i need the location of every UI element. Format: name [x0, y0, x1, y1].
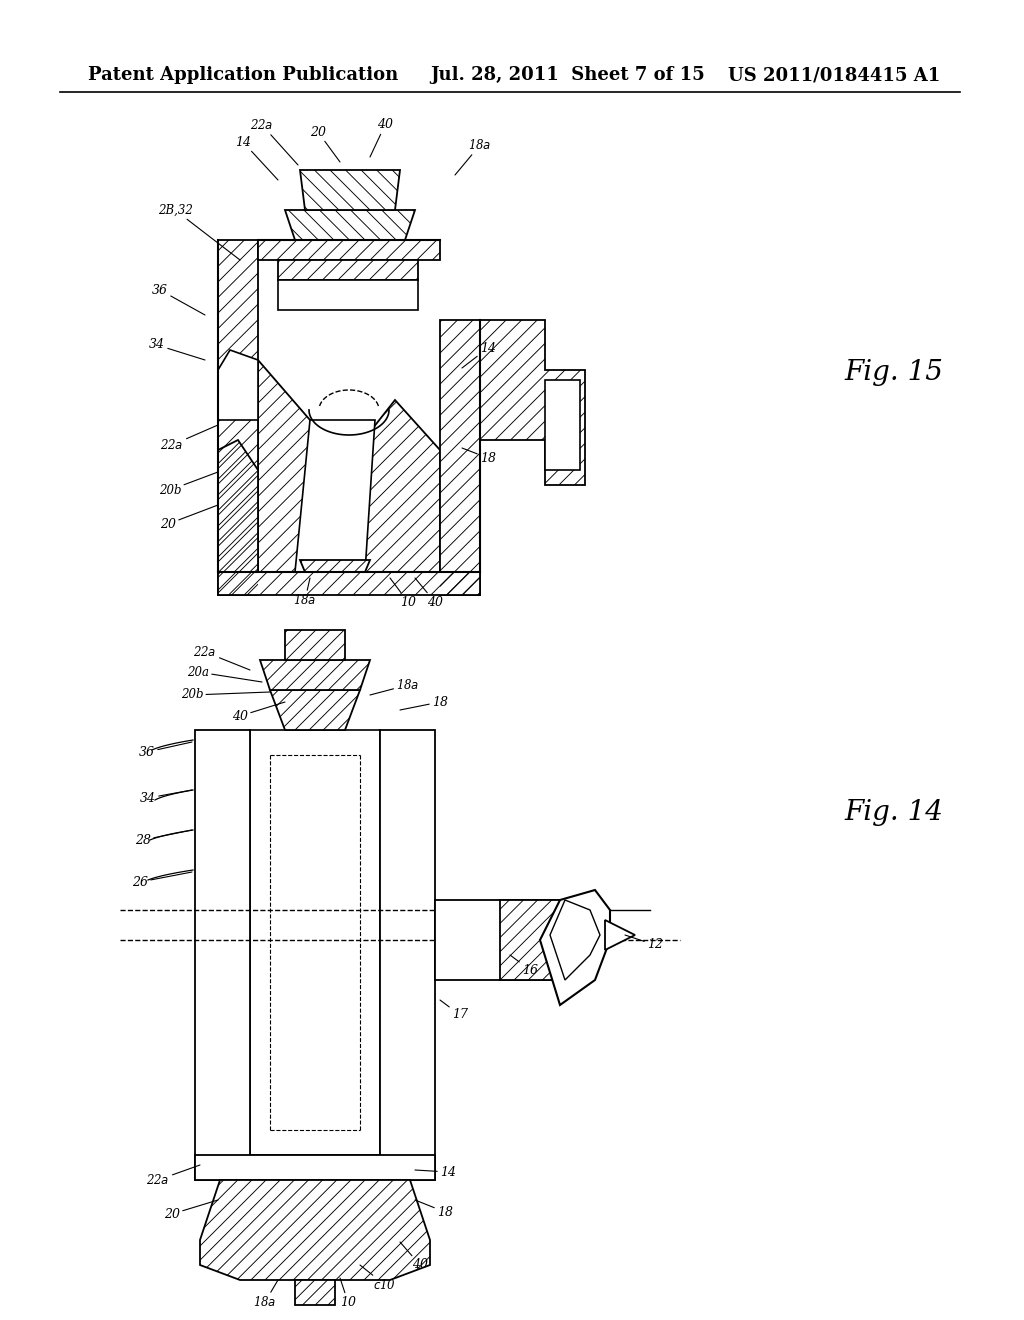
Text: 40: 40: [370, 119, 393, 157]
Polygon shape: [300, 560, 370, 572]
Text: 28: 28: [135, 830, 193, 846]
Polygon shape: [480, 319, 585, 484]
Polygon shape: [340, 400, 440, 572]
Polygon shape: [440, 319, 480, 595]
Text: 20: 20: [160, 506, 218, 531]
Text: Fig. 14: Fig. 14: [844, 799, 943, 825]
Text: 14: 14: [462, 342, 496, 368]
Text: 20a: 20a: [187, 665, 262, 682]
Polygon shape: [300, 560, 370, 572]
Polygon shape: [440, 319, 480, 595]
Polygon shape: [260, 660, 370, 690]
Polygon shape: [250, 730, 380, 1155]
Polygon shape: [435, 900, 580, 979]
Polygon shape: [540, 890, 610, 1005]
Text: 18$\mathit{a}$: 18$\mathit{a}$: [293, 578, 316, 607]
Text: 20: 20: [310, 125, 340, 162]
Text: 18: 18: [462, 447, 496, 465]
Text: 22$\mathit{a}$: 22$\mathit{a}$: [146, 1166, 200, 1187]
Polygon shape: [300, 170, 400, 210]
Text: 18$\mathit{a}$: 18$\mathit{a}$: [253, 1280, 278, 1309]
Text: 26: 26: [132, 873, 193, 888]
Polygon shape: [605, 920, 635, 950]
Polygon shape: [295, 1280, 335, 1305]
Polygon shape: [285, 210, 415, 240]
Polygon shape: [500, 900, 580, 979]
Polygon shape: [195, 1155, 435, 1180]
Text: 22$\mathit{a}$: 22$\mathit{a}$: [250, 117, 298, 165]
Text: 10: 10: [390, 578, 416, 609]
Text: 22$\mathit{a}$: 22$\mathit{a}$: [161, 425, 218, 451]
Text: 17: 17: [440, 1001, 468, 1022]
Polygon shape: [258, 360, 350, 572]
Polygon shape: [545, 380, 580, 470]
Text: 40: 40: [415, 578, 443, 609]
Polygon shape: [300, 170, 400, 210]
Text: 34: 34: [150, 338, 205, 360]
Polygon shape: [218, 440, 258, 572]
Polygon shape: [218, 240, 258, 595]
Polygon shape: [285, 630, 345, 660]
Text: 2B,32: 2B,32: [158, 203, 240, 260]
Text: 18: 18: [415, 1200, 453, 1218]
Polygon shape: [218, 350, 258, 420]
Text: 34: 34: [140, 789, 193, 804]
Polygon shape: [340, 400, 440, 572]
Text: 18$\mathit{a}$: 18$\mathit{a}$: [455, 139, 492, 176]
Text: 16: 16: [510, 954, 538, 977]
Text: Fig. 15: Fig. 15: [844, 359, 943, 387]
Polygon shape: [270, 690, 360, 730]
Polygon shape: [278, 280, 418, 310]
Polygon shape: [380, 730, 435, 1180]
Polygon shape: [258, 240, 440, 260]
Text: $\mathit{c}$10: $\mathit{c}$10: [360, 1265, 396, 1292]
Text: 14: 14: [415, 1166, 456, 1179]
Polygon shape: [195, 730, 250, 1180]
Text: 22$\mathit{a}$: 22$\mathit{a}$: [194, 645, 250, 671]
Polygon shape: [218, 440, 258, 572]
Polygon shape: [295, 420, 375, 572]
Text: 40: 40: [400, 1242, 428, 1271]
Polygon shape: [258, 240, 440, 260]
Text: 14: 14: [234, 136, 278, 180]
Polygon shape: [285, 630, 345, 660]
Text: 20b: 20b: [159, 473, 218, 496]
Text: 12: 12: [625, 935, 663, 952]
Polygon shape: [200, 1180, 430, 1280]
Text: Patent Application Publication: Patent Application Publication: [88, 66, 398, 84]
Text: 18: 18: [400, 696, 449, 710]
Text: 36: 36: [152, 284, 205, 315]
Polygon shape: [285, 210, 415, 240]
Text: 40: 40: [232, 702, 285, 722]
Polygon shape: [295, 1280, 335, 1305]
Text: 20: 20: [164, 1200, 218, 1221]
Polygon shape: [218, 572, 480, 595]
Polygon shape: [278, 260, 418, 280]
Polygon shape: [260, 660, 370, 690]
Polygon shape: [200, 1180, 430, 1280]
Polygon shape: [278, 260, 418, 280]
Polygon shape: [500, 900, 580, 979]
Text: Jul. 28, 2011  Sheet 7 of 15: Jul. 28, 2011 Sheet 7 of 15: [430, 66, 705, 84]
Text: 36: 36: [139, 742, 193, 759]
Text: 10: 10: [340, 1278, 356, 1308]
Polygon shape: [218, 572, 480, 595]
Polygon shape: [550, 900, 600, 979]
Polygon shape: [258, 360, 350, 572]
Polygon shape: [218, 240, 258, 595]
Text: 20b: 20b: [181, 689, 270, 701]
Polygon shape: [270, 690, 360, 730]
Text: 18$\mathit{a}$: 18$\mathit{a}$: [370, 678, 420, 696]
Polygon shape: [480, 319, 585, 484]
Text: US 2011/0184415 A1: US 2011/0184415 A1: [728, 66, 940, 84]
